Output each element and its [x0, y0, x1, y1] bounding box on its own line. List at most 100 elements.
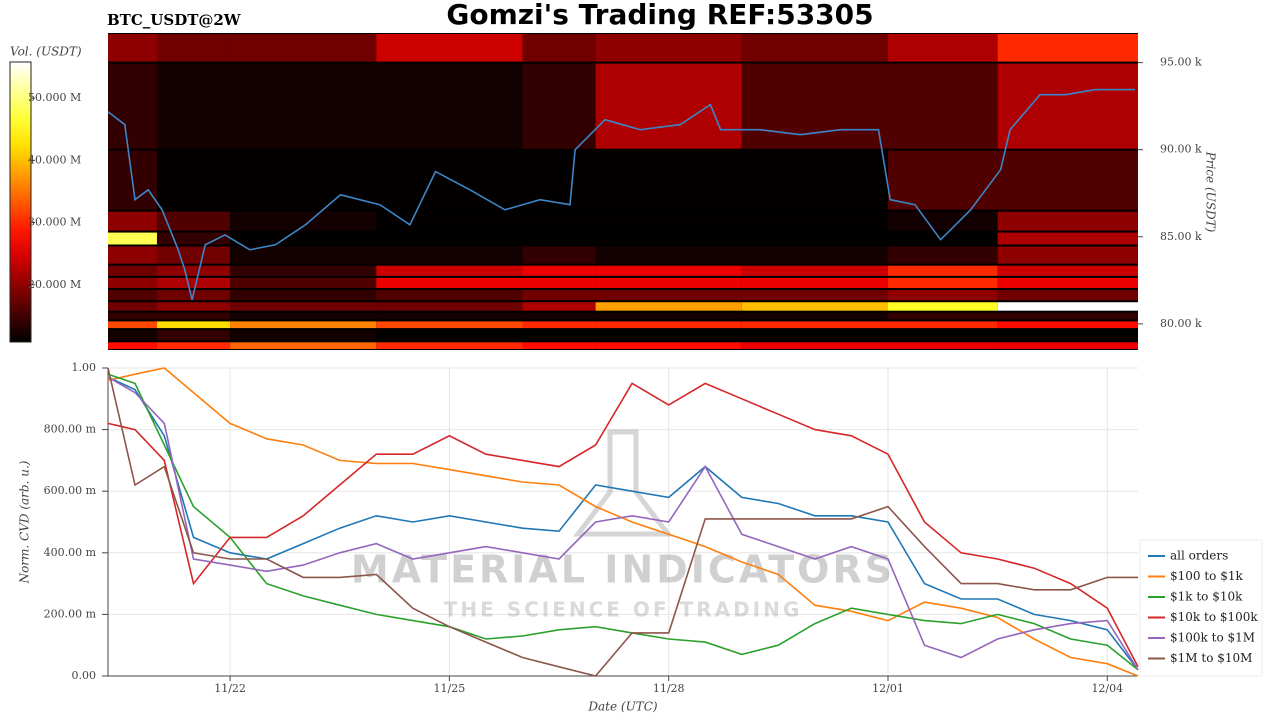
heatmap-cell	[887, 150, 998, 210]
heatmap-cell	[595, 302, 742, 311]
heatmap-cell	[997, 246, 1138, 264]
legend-label: $1k to $10k	[1170, 590, 1243, 604]
heatmap-cell	[108, 211, 157, 231]
heatmap-cell	[522, 34, 596, 62]
heatmap-cell	[741, 290, 888, 301]
heatmap-cell	[108, 232, 157, 245]
heatmap-cell	[376, 232, 523, 245]
heatmap-cell	[230, 321, 377, 329]
heatmap-cell	[522, 290, 596, 301]
watermark-text: MATERIAL INDICATORS	[351, 548, 895, 592]
heatmap-cell	[887, 246, 998, 264]
heatmap-cell	[156, 150, 231, 210]
y-tick-label: 90.00 k	[1160, 143, 1202, 156]
heatmap-cell	[376, 330, 523, 341]
heatmap-cell	[997, 290, 1138, 301]
heatmap-cell	[595, 150, 742, 210]
heatmap-cell	[230, 330, 377, 341]
heatmap-cell	[741, 246, 888, 264]
watermark-text: THE SCIENCE OF TRADING	[444, 598, 803, 622]
heatmap-cell	[741, 342, 888, 349]
series-line	[107, 382, 1139, 668]
heatmap-cell	[156, 34, 231, 62]
heatmap-cell	[595, 330, 742, 341]
legend-label: $100 to $1k	[1170, 569, 1243, 583]
heatmap-cell	[595, 232, 742, 245]
heatmap-cell	[522, 330, 596, 341]
heatmap-cell	[108, 290, 157, 301]
heatmap-cell	[595, 265, 742, 276]
heatmap-cell	[997, 302, 1138, 311]
heatmap-cell	[230, 232, 377, 245]
heatmap-cell	[741, 34, 888, 62]
heatmap-cell	[108, 63, 157, 149]
heatmap-cell	[230, 290, 377, 301]
heatmap-cell	[741, 150, 888, 210]
heatmap-cell	[887, 265, 998, 276]
heatmap-cell	[376, 34, 523, 62]
heatmap-cell	[887, 342, 998, 349]
series-line	[107, 373, 1139, 671]
heatmap-cell	[376, 211, 523, 231]
heatmap-cell	[108, 330, 157, 341]
heatmap-cell	[522, 211, 596, 231]
y-axis-label: Norm. CVD (arb. u.)	[18, 460, 32, 584]
heatmap-cell	[108, 312, 157, 320]
heatmap-cell	[522, 150, 596, 210]
heatmap-cell	[230, 150, 377, 210]
x-tick-label: 11/25	[434, 682, 466, 695]
chart-title: Gomzi's Trading REF:53305	[446, 0, 873, 31]
y-tick-label: 80.00 k	[1160, 317, 1202, 330]
legend-box	[1139, 539, 1263, 677]
heatmap-cell	[741, 63, 888, 149]
heatmap-cell	[997, 277, 1138, 289]
heatmap-cell	[230, 34, 377, 62]
heatmap-cell	[108, 277, 157, 289]
heatmap-cell	[595, 63, 742, 149]
heatmap-cell	[156, 211, 231, 231]
heatmap-cell	[741, 265, 888, 276]
heatmap-cell	[997, 211, 1138, 231]
colorbar-tick-label: 40.000 M	[28, 153, 81, 166]
heatmap-cell	[997, 342, 1138, 349]
heatmap-cell	[522, 321, 596, 329]
colorbar-label: Vol. (USDT)	[10, 45, 82, 59]
x-tick-label: 12/01	[872, 682, 904, 695]
y-tick-label: 95.00 k	[1160, 56, 1202, 69]
heatmap-cell	[108, 246, 157, 264]
legend-label: $100k to $1M	[1170, 631, 1255, 645]
heatmap-cell	[741, 321, 888, 329]
legend-label: $10k to $100k	[1170, 610, 1258, 624]
heatmap-cell	[108, 342, 157, 349]
heatmap-cell	[156, 302, 231, 311]
y-tick-label: 400.00 m	[44, 546, 97, 559]
heatmap-cell	[522, 63, 596, 149]
heatmap-cell	[156, 312, 231, 320]
series-line	[107, 367, 1139, 677]
heatmap-cell	[887, 290, 998, 301]
heatmap-cell	[376, 265, 523, 276]
series-line	[107, 367, 1138, 677]
heatmap-cell	[230, 302, 377, 311]
y-tick-label: 1.00	[72, 361, 97, 374]
x-tick-label: 11/28	[653, 682, 685, 695]
heatmap-cell	[595, 246, 742, 264]
heatmap-cell	[887, 34, 998, 62]
heatmap-cell	[887, 277, 998, 289]
colorbar-tick-label: 20.000 M	[28, 278, 81, 291]
heatmap-cell	[595, 211, 742, 231]
y-axis-label: Price (USDT)	[1204, 151, 1218, 233]
heatmap-cell	[741, 277, 888, 289]
legend-label: $1M to $10M	[1170, 651, 1252, 665]
heatmap-cell	[156, 265, 231, 276]
heatmap-cell	[741, 232, 888, 245]
heatmap-cell	[997, 150, 1138, 210]
y-tick-label: 800.00 m	[44, 423, 97, 436]
x-tick-label: 12/04	[1091, 682, 1123, 695]
series-line	[107, 376, 1139, 671]
heatmap-cell	[595, 321, 742, 329]
heatmap-cell	[156, 63, 231, 149]
heatmap-cell	[741, 312, 888, 320]
legend-label: all orders	[1170, 549, 1228, 563]
